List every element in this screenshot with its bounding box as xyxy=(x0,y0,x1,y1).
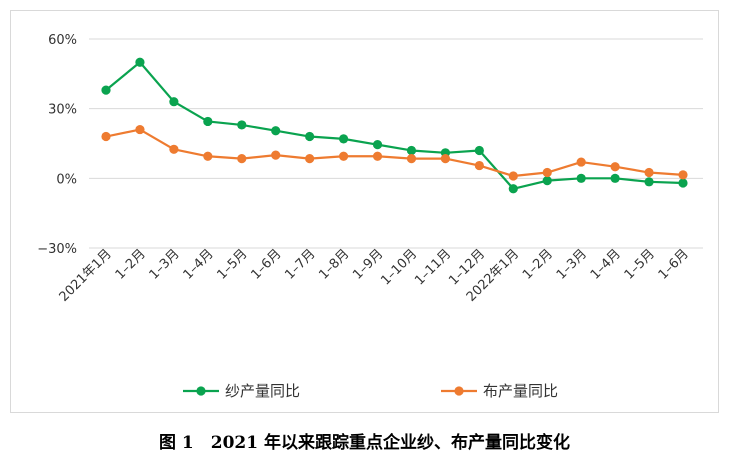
x-tick-label: 1–6月 xyxy=(248,247,284,283)
data-point xyxy=(644,167,654,178)
data-point xyxy=(338,134,349,144)
data-point xyxy=(542,167,552,178)
legend-label: 纱产量同比 xyxy=(225,382,300,400)
x-tick-label: 1–2月 xyxy=(520,247,556,283)
x-tick-label: 1–11月 xyxy=(412,247,454,289)
data-point xyxy=(305,153,315,164)
y-tick-label: 60% xyxy=(48,33,77,48)
series-layer xyxy=(101,57,688,194)
data-point xyxy=(440,153,451,164)
legend-item-1: 纱产量同比 xyxy=(183,382,300,400)
y-tick-label: −30% xyxy=(37,242,77,257)
data-point xyxy=(678,178,688,188)
data-point xyxy=(372,151,383,161)
y-tick-label: 0% xyxy=(56,172,77,187)
data-point xyxy=(372,140,383,150)
data-point xyxy=(237,120,247,130)
data-point xyxy=(135,124,145,135)
data-point xyxy=(271,150,281,160)
data-point xyxy=(169,97,179,107)
x-tick-label: 1–7月 xyxy=(282,247,318,283)
legend-swatch-marker xyxy=(196,386,206,396)
data-point xyxy=(203,151,213,161)
legend-item-2: 布产量同比 xyxy=(441,382,558,400)
x-axis-ticks: 2021年1月1–2月1–3月1–4月1–5月1–6月1–7月1–8月1–9月1… xyxy=(57,247,692,305)
data-point xyxy=(644,177,654,187)
data-point xyxy=(338,151,349,161)
gridlines xyxy=(89,38,703,249)
x-tick-label: 1–4月 xyxy=(588,247,624,283)
y-axis-ticks: −30% 0% 30% 60% xyxy=(37,33,77,257)
data-point xyxy=(610,173,620,183)
data-point xyxy=(474,145,484,156)
y-tick-label: 30% xyxy=(48,103,77,118)
data-point xyxy=(508,171,518,181)
legend-swatch-marker xyxy=(454,386,464,396)
x-tick-label: 1–4月 xyxy=(181,247,217,283)
figure-caption: 图 1 2021 年以来跟踪重点企业纱、布产量同比变化 xyxy=(159,433,570,453)
chart-frame: −30% 0% 30% 60% 2021年1月 1–2月 1–3月 1–4月 1–5月 1–6月… xyxy=(10,10,719,413)
data-point xyxy=(203,116,213,127)
x-tick-label: 1–10月 xyxy=(378,247,420,289)
data-point xyxy=(101,85,111,95)
data-point xyxy=(542,176,552,186)
x-tick-label: 1–8月 xyxy=(316,247,352,283)
legend: 纱产量同比 布产量同比 xyxy=(183,382,558,400)
x-tick-label: 1–5月 xyxy=(214,247,250,283)
data-point xyxy=(576,173,586,183)
data-point xyxy=(101,131,111,142)
data-point xyxy=(271,126,281,136)
data-point xyxy=(576,157,586,167)
x-tick-label: 1–3月 xyxy=(147,247,183,283)
series-line xyxy=(105,128,684,178)
x-tick-label: 1–5月 xyxy=(622,247,658,283)
x-tick-label: 1–3月 xyxy=(554,247,590,283)
series-1 xyxy=(101,57,688,194)
data-point xyxy=(169,144,179,154)
data-point xyxy=(610,162,620,172)
data-point xyxy=(135,57,145,67)
legend-label: 布产量同比 xyxy=(483,382,558,400)
data-point xyxy=(508,184,518,194)
series-line xyxy=(105,61,684,190)
data-point xyxy=(305,131,315,142)
x-tick-label: 1–2月 xyxy=(113,247,149,283)
data-point xyxy=(474,160,484,171)
data-point xyxy=(406,145,417,156)
data-point xyxy=(237,153,247,164)
data-point xyxy=(678,170,688,180)
x-tick-label: 1–6月 xyxy=(656,247,692,283)
series-2 xyxy=(101,124,688,181)
line-chart: −30% 0% 30% 60% 2021年1月1–2月1–3月1–4月1–5月1–6月… xyxy=(37,33,703,400)
data-point xyxy=(406,153,417,164)
